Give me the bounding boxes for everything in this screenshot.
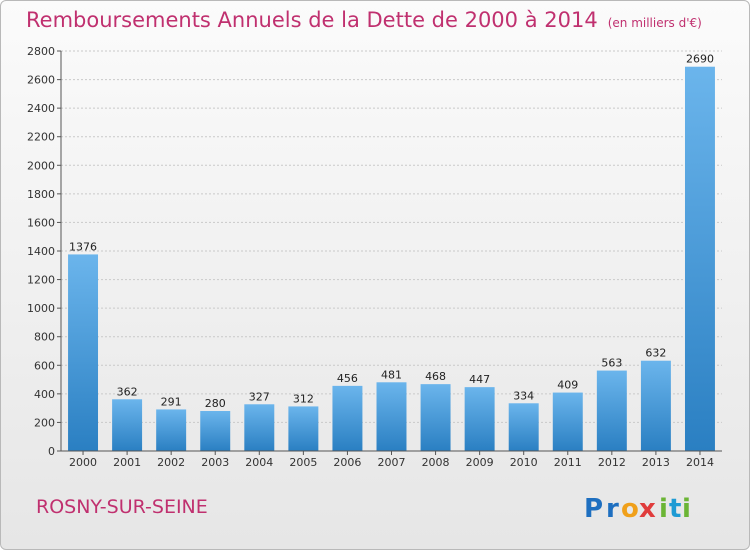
x-tick-label: 2007 — [378, 456, 406, 469]
y-tick-label: 2400 — [27, 102, 55, 115]
chart-title-unit: (en milliers d'€) — [607, 16, 702, 30]
x-tick-label: 2005 — [289, 456, 317, 469]
data-label: 334 — [513, 389, 534, 402]
x-tick-label: 2011 — [554, 456, 582, 469]
x-tick-label: 2014 — [686, 456, 714, 469]
data-label: 291 — [161, 395, 182, 408]
bar-2008 — [420, 384, 451, 451]
bar-2002 — [156, 409, 187, 451]
data-label: 481 — [381, 368, 402, 381]
bars — [68, 66, 715, 451]
x-tick-label: 2003 — [201, 456, 229, 469]
y-tick-label: 400 — [34, 388, 55, 401]
y-axis-ticks: 0 200 400 600 800 1000 1200 1400 1600 1800 2000 220… — [27, 45, 61, 458]
brand-letter: o — [621, 494, 639, 524]
brand-letter: x — [639, 494, 656, 524]
y-tick-label: 1800 — [27, 188, 55, 201]
y-tick-label: 2000 — [27, 159, 55, 172]
x-tick-label: 2006 — [333, 456, 361, 469]
brand-letter: t — [669, 494, 681, 524]
data-label: 312 — [293, 392, 314, 405]
y-tick-label: 2200 — [27, 131, 55, 144]
y-tick-label: 1200 — [27, 274, 55, 287]
data-label: 362 — [117, 385, 138, 398]
data-label: 2690 — [686, 53, 714, 66]
bar-2001 — [112, 399, 143, 451]
x-tick-label: 2012 — [598, 456, 626, 469]
y-tick-label: 2800 — [27, 45, 55, 58]
data-label: 1376 — [69, 240, 97, 253]
chart-title: Remboursements Annuels de la Dette de 20… — [26, 8, 702, 32]
x-axis-ticks: 2000 2001 2002 2003 2004 2005 2006 2007 2008 2009… — [69, 451, 714, 469]
x-tick-label: 2010 — [510, 456, 538, 469]
y-tick-label: 1600 — [27, 216, 55, 229]
y-tick-label: 1000 — [27, 302, 55, 315]
bar-2007 — [376, 382, 407, 451]
data-label: 456 — [337, 372, 358, 385]
x-tick-label: 2002 — [157, 456, 185, 469]
chart-title-main: Remboursements Annuels de la Dette de 20… — [26, 8, 598, 32]
x-tick-label: 2004 — [245, 456, 273, 469]
data-label: 409 — [557, 379, 578, 392]
data-label: 280 — [205, 397, 226, 410]
brand-letter: r — [606, 494, 619, 524]
bar-2005 — [288, 406, 319, 451]
bar-2012 — [596, 370, 627, 451]
bar-2009 — [464, 387, 495, 451]
bar-2014 — [684, 66, 715, 451]
x-tick-label: 2000 — [69, 456, 97, 469]
x-tick-label: 2001 — [113, 456, 141, 469]
bar-2011 — [552, 392, 583, 451]
bar-2004 — [244, 404, 275, 451]
brand-letter: i — [682, 494, 691, 524]
bar-2010 — [508, 403, 539, 451]
location-label: ROSNY-SUR-SEINE — [36, 496, 208, 518]
y-tick-label: 600 — [34, 359, 55, 372]
data-label: 327 — [249, 390, 270, 403]
y-tick-label: 800 — [34, 331, 55, 344]
y-tick-label: 200 — [34, 416, 55, 429]
data-label: 447 — [469, 373, 490, 386]
data-label: 563 — [601, 357, 622, 370]
y-tick-label: 2600 — [27, 74, 55, 87]
brand-letter: i — [659, 494, 668, 524]
data-labels: 1376 362 291 280 327 312 456 481 468 447 334 409 563… — [69, 53, 714, 410]
y-tick-label: 1400 — [27, 245, 55, 258]
bar-2000 — [68, 254, 99, 451]
data-label: 632 — [645, 347, 666, 360]
x-tick-label: 2008 — [422, 456, 450, 469]
bar-2003 — [200, 411, 231, 451]
axes — [60, 51, 722, 452]
brand-letter: P — [584, 494, 603, 524]
y-tick-label: 0 — [48, 445, 55, 458]
x-tick-label: 2013 — [642, 456, 670, 469]
bar-2006 — [332, 385, 363, 451]
bar-2013 — [640, 360, 671, 451]
x-tick-label: 2009 — [466, 456, 494, 469]
data-label: 468 — [425, 370, 446, 383]
